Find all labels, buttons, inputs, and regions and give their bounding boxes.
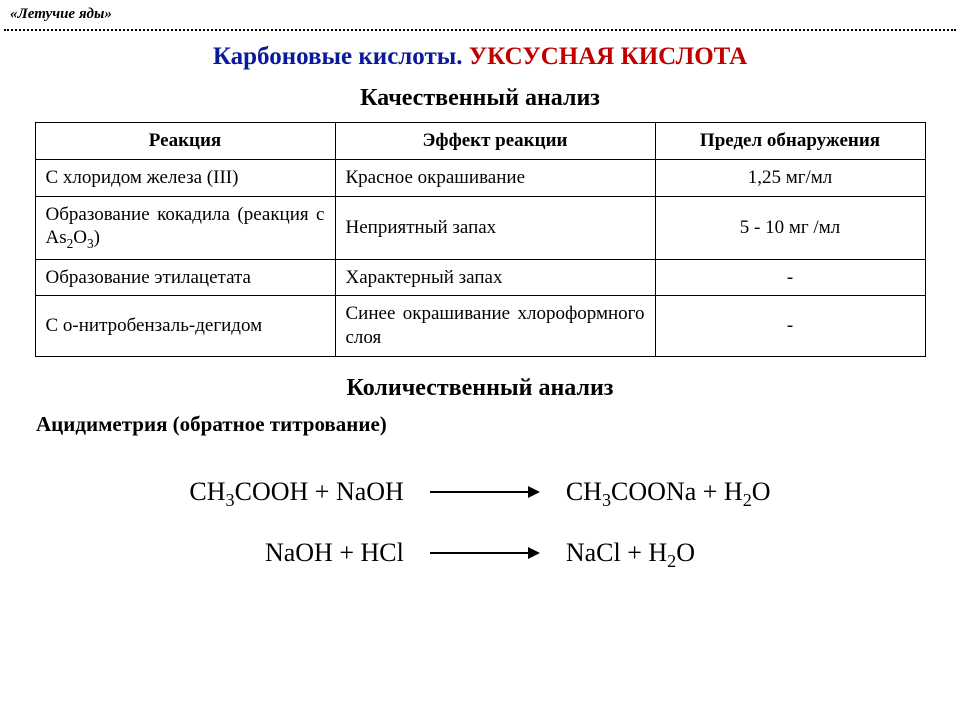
cell-limit: 1,25 мг/мл [655,159,925,196]
equation-rhs: NaCl + H2O [566,526,695,581]
cell-limit: - [655,296,925,357]
equations-block: CH3COOH + NaOH CH3COONa + H2O NaOH + HCl… [32,465,928,580]
equation-lhs: CH3COOH + NaOH [189,465,403,520]
cell-reaction: Образование этилацетата [35,259,335,296]
reaction-arrow-icon [430,546,540,560]
cell-limit: 5 - 10 мг /мл [655,196,925,259]
table-row: С хлоридом железа (III) Красное окрашива… [35,159,925,196]
equation-rhs: CH3COONa + H2O [566,465,771,520]
table-row: С о-нитробензаль-дегидом Синее окрашиван… [35,296,925,357]
cell-reaction: С хлоридом железа (III) [35,159,335,196]
table-row: Образование кокадила (реакция с As2O3) Н… [35,196,925,259]
equation-row: CH3COOH + NaOH CH3COONa + H2O [32,465,928,520]
method-line: Ацидиметрия (обратное титрование) [36,412,928,437]
page-title: Карбоновые кислоты. УКСУСНАЯ КИСЛОТА [32,43,928,71]
title-part-1: Карбоновые кислоты. [213,43,463,70]
equation-row: NaOH + HCl NaCl + H2O [32,526,928,581]
reaction-arrow-icon [430,485,540,499]
cell-effect: Характерный запах [335,259,655,296]
cell-limit: - [655,259,925,296]
cell-effect: Синее окрашивание хлороформного слоя [335,296,655,357]
main-content: Карбоновые кислоты. УКСУСНАЯ КИСЛОТА Кач… [0,43,960,580]
quantitative-heading: Количественный анализ [32,375,928,402]
table-header-row: Реакция Эффект реакции Предел обнаружени… [35,123,925,160]
col-limit: Предел обнаружения [655,123,925,160]
title-part-2: УКСУСНАЯ КИСЛОТА [469,43,747,70]
cell-reaction: С о-нитробензаль-дегидом [35,296,335,357]
header-divider [4,29,956,31]
col-effect: Эффект реакции [335,123,655,160]
cell-effect: Красное окрашивание [335,159,655,196]
header-label: «Летучие яды» [10,6,950,23]
qualitative-table: Реакция Эффект реакции Предел обнаружени… [35,122,926,357]
header-band: «Летучие яды» [0,0,960,27]
cell-effect: Неприятный запах [335,196,655,259]
qualitative-heading: Качественный анализ [32,85,928,112]
col-reaction: Реакция [35,123,335,160]
equation-lhs: NaOH + HCl [265,526,404,581]
cell-reaction: Образование кокадила (реакция с As2O3) [35,196,335,259]
table-row: Образование этилацетата Характерный запа… [35,259,925,296]
